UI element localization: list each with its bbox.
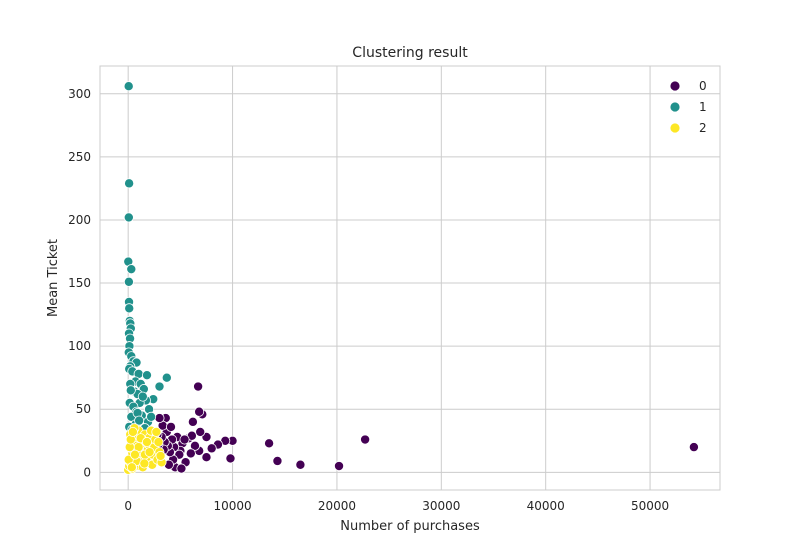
x-tick-label: 40000: [527, 499, 565, 513]
x-axis-label: Number of purchases: [340, 519, 480, 534]
y-tick-label: 100: [68, 339, 91, 353]
scatter-point-cluster-0: [225, 453, 236, 464]
x-tick-labels: 0 10000 20000 30000 40000 50000: [124, 499, 669, 513]
x-tick-label: 30000: [422, 499, 460, 513]
scatter-point-cluster-1: [124, 178, 135, 189]
scatter-point-cluster-2: [151, 426, 162, 437]
scatter-point-cluster-0: [334, 461, 345, 472]
scatter-point-cluster-2: [153, 437, 164, 448]
legend: 0 1 2: [669, 79, 707, 135]
x-tick-label: 50000: [631, 499, 669, 513]
scatter-point-cluster-0: [688, 442, 699, 453]
scatter-point-cluster-0: [272, 455, 283, 466]
scatter-point-cluster-0: [360, 434, 371, 445]
y-tick-label: 300: [68, 87, 91, 101]
x-tick-label: 10000: [213, 499, 251, 513]
scatter-point-cluster-0: [165, 421, 176, 432]
scatter-point-cluster-2: [126, 462, 137, 473]
scatter-point-cluster-0: [193, 381, 204, 392]
scatter-point-cluster-1: [134, 415, 145, 426]
y-tick-label: 200: [68, 213, 91, 227]
chart-title: Clustering result: [352, 45, 468, 61]
scatter-point-cluster-0: [185, 448, 196, 459]
scatter-point-cluster-2: [129, 449, 140, 460]
legend-marker-2: [669, 122, 681, 134]
scatter-point-cluster-0: [264, 438, 275, 449]
scatter-point-cluster-1: [124, 303, 135, 314]
scatter-point-cluster-0: [206, 443, 217, 454]
scatter-point-cluster-2: [141, 437, 152, 448]
scatter-point-cluster-2: [155, 450, 166, 461]
scatter-point-cluster-1: [123, 276, 134, 287]
legend-label-0: 0: [699, 79, 707, 93]
data-points: [123, 81, 699, 475]
scatter-point-cluster-1: [123, 212, 134, 223]
scatter-point-cluster-0: [154, 413, 165, 424]
legend-label-2: 2: [699, 121, 707, 135]
scatter-point-cluster-0: [195, 426, 206, 437]
scatter-point-cluster-1: [146, 411, 157, 422]
x-tick-label: 20000: [318, 499, 356, 513]
x-tick-label: 0: [124, 499, 132, 513]
scatter-point-cluster-1: [161, 372, 172, 383]
legend-label-1: 1: [699, 100, 707, 114]
scatter-point-cluster-2: [144, 447, 155, 458]
scatter-point-cluster-0: [179, 434, 190, 445]
scatter-point-cluster-1: [125, 385, 136, 396]
scatter-point-cluster-2: [127, 426, 138, 437]
plot-background: [100, 66, 720, 490]
scatter-point-cluster-0: [189, 440, 200, 451]
scatter-point-cluster-0: [194, 406, 205, 417]
plot-frame: [99, 65, 721, 491]
scatter-point-cluster-1: [123, 81, 134, 92]
scatter-point-cluster-0: [201, 452, 212, 463]
legend-marker-0: [669, 80, 681, 92]
scatter-point-cluster-2: [139, 458, 150, 469]
y-axis-label: Mean Ticket: [46, 239, 61, 317]
scatter-point-cluster-1: [141, 370, 152, 381]
scatter-point-cluster-1: [137, 391, 148, 402]
y-tick-label: 150: [68, 276, 91, 290]
legend-marker-1: [669, 101, 681, 113]
scatter-point-cluster-0: [295, 459, 306, 470]
scatter-point-cluster-1: [154, 381, 165, 392]
y-tick-labels: 0 50 100 150 200 250 300: [68, 87, 91, 480]
y-tick-label: 0: [83, 465, 91, 479]
y-tick-label: 50: [76, 402, 91, 416]
scatter-point-cluster-0: [176, 463, 187, 474]
y-tick-label: 250: [68, 150, 91, 164]
scatter-point-cluster-1: [126, 264, 137, 275]
scatter-point-cluster-0: [187, 416, 198, 427]
